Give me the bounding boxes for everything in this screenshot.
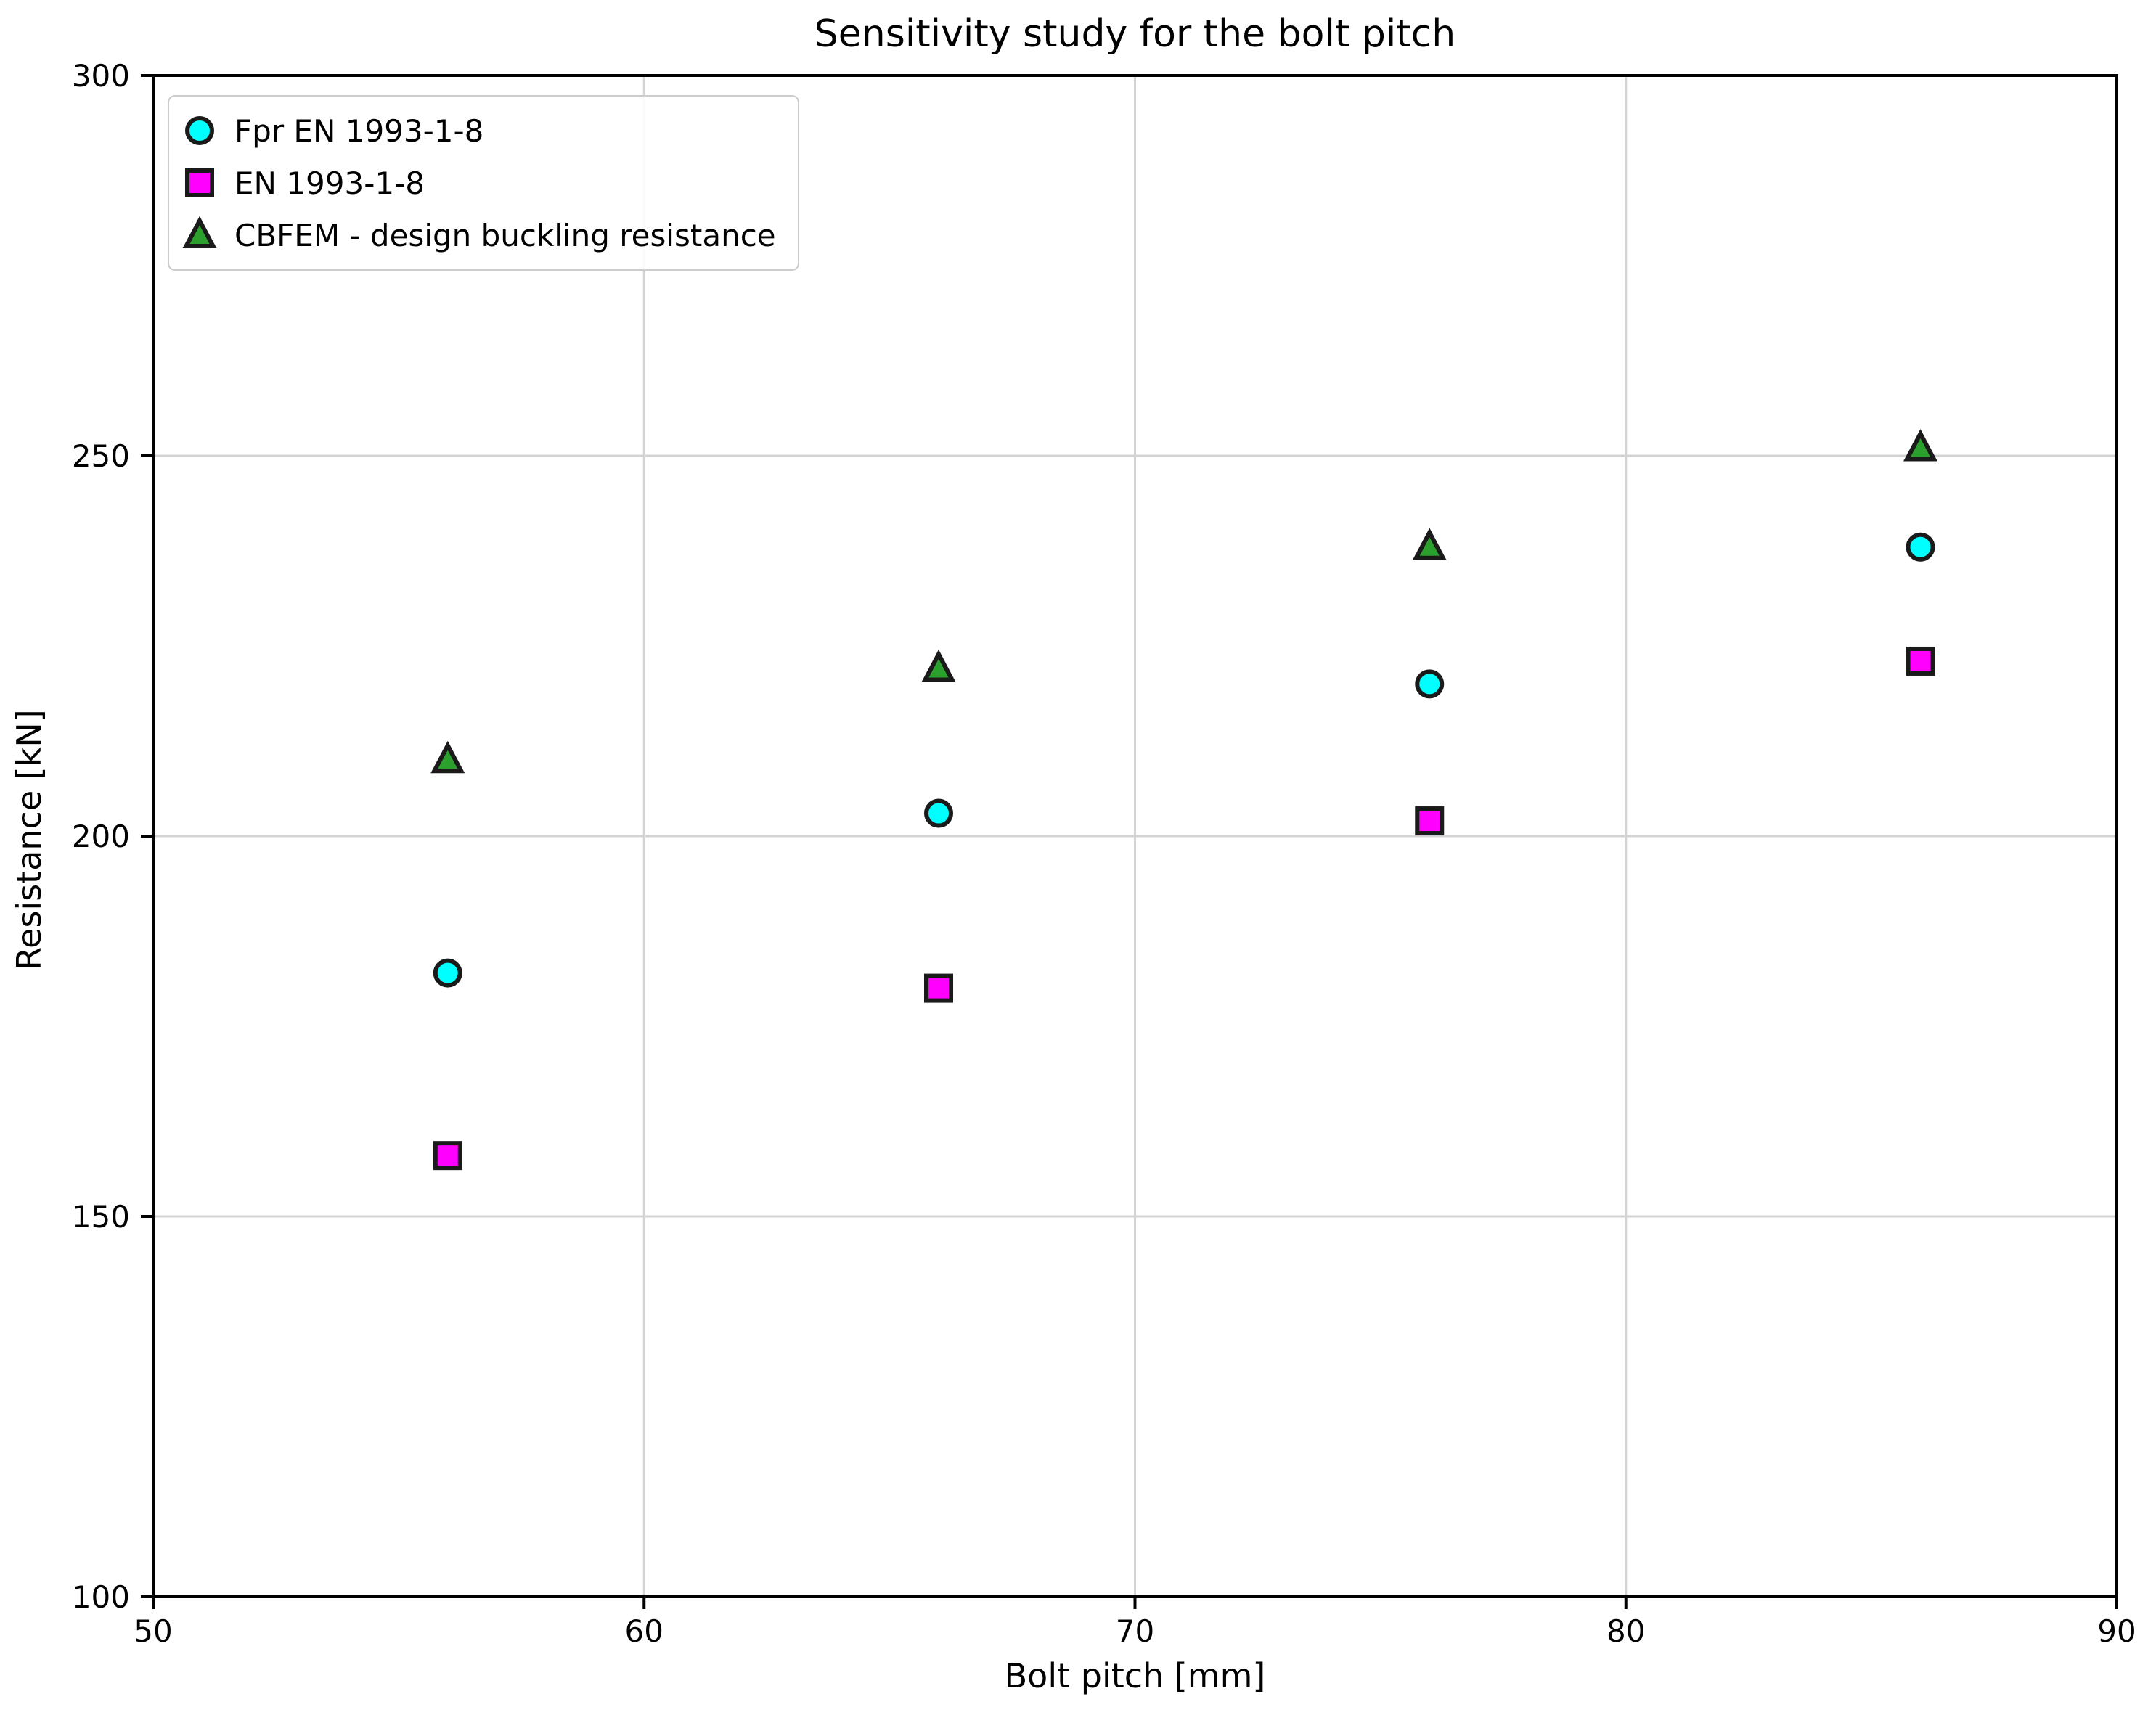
legend-label: Fpr EN 1993-1-8	[234, 112, 484, 149]
data-point-circle	[433, 958, 462, 988]
data-point-circle	[924, 798, 953, 828]
y-tick-label: 300	[72, 58, 130, 94]
y-tick-label: 100	[72, 1579, 130, 1615]
circle-marker-icon	[185, 116, 214, 145]
data-point-triangle	[921, 650, 956, 682]
x-tick-label: 80	[1606, 1613, 1645, 1649]
triangle-marker-icon	[182, 216, 217, 248]
legend-item: CBFEM - design buckling resistance	[181, 214, 776, 256]
data-point-square	[433, 1141, 462, 1171]
data-point-triangle	[1412, 528, 1447, 560]
x-axis-label: Bolt pitch [mm]	[1004, 1656, 1266, 1695]
data-point-circle	[1415, 669, 1445, 699]
axes-spines	[152, 74, 2118, 1598]
data-point-triangle	[430, 740, 465, 774]
y-tick-label: 250	[72, 438, 130, 474]
legend: Fpr EN 1993-1-8 EN 1993-1-8 CBFEM - design…	[168, 95, 799, 271]
y-axis-label: Resistance [kN]	[9, 709, 49, 970]
square-marker-icon	[185, 168, 214, 197]
x-tick-label: 70	[1116, 1613, 1154, 1649]
legend-label: EN 1993-1-8	[234, 165, 425, 201]
legend-label: CBFEM - design buckling resistance	[234, 217, 776, 253]
legend-item: EN 1993-1-8	[181, 162, 776, 204]
data-point-triangle	[1903, 429, 1937, 462]
data-point-square	[1415, 806, 1445, 836]
x-tick-label: 60	[625, 1613, 663, 1649]
data-point-circle	[1906, 532, 1935, 562]
chart-title: Sensitivity study for the bolt pitch	[814, 12, 1456, 56]
x-tick-label: 90	[2097, 1613, 2136, 1649]
data-point-square	[1906, 646, 1935, 676]
legend-item: Fpr EN 1993-1-8	[181, 110, 776, 152]
x-tick-label: 50	[134, 1613, 172, 1649]
data-point-square	[924, 973, 953, 1003]
y-tick-label: 150	[72, 1199, 130, 1235]
y-tick-label: 200	[72, 819, 130, 854]
